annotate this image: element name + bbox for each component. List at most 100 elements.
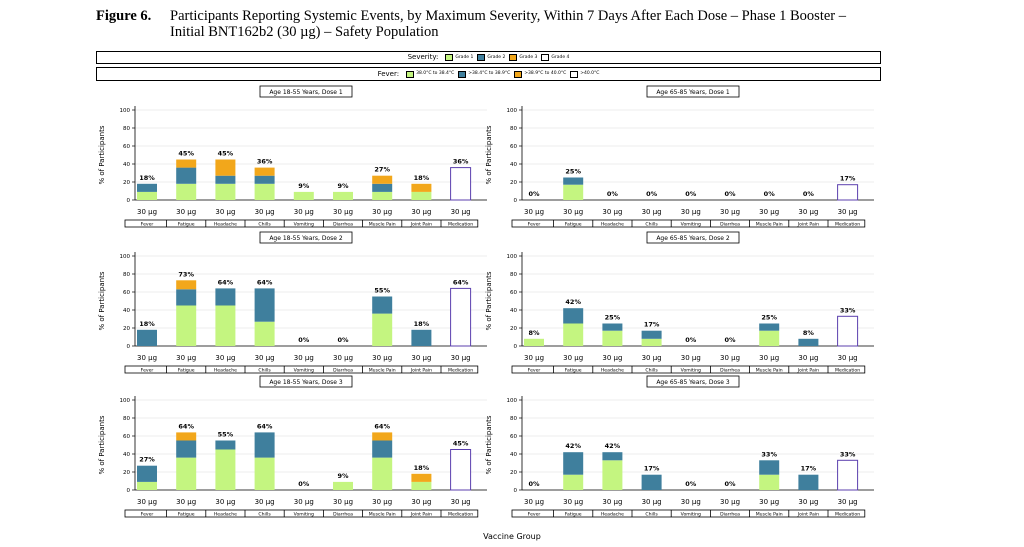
y-tick-label: 80 [123,126,130,132]
category-label: Fever [528,368,541,374]
data-label: 0% [803,190,815,198]
fever-legend-title: Fever: [377,70,400,78]
bar-grade1 [372,457,393,490]
bar-grade2 [641,474,662,490]
bar-medication [837,315,859,347]
data-label: 42% [605,442,621,450]
data-label: 55% [218,431,234,439]
x-group-label: 30 µg [602,208,622,216]
y-tick-label: 0 [127,344,131,350]
bar-grade2 [215,440,236,450]
bar-grade1 [137,481,157,490]
x-group-label: 30 µg [255,354,275,362]
category-label: Vomiting [681,512,701,518]
x-group-label: 30 µg [642,498,662,506]
data-label: 0% [528,190,540,198]
data-label: 0% [724,190,736,198]
bar-grade2 [759,460,780,475]
bar-grade1 [563,184,584,200]
panel-title-box [646,375,740,388]
bar-grade1 [411,481,432,490]
panel-title: Age 65-85 Years, Dose 1 [656,89,730,96]
category-label: Headache [601,512,624,518]
x-group-label: 30 µg [563,498,583,506]
data-label: 45% [218,150,234,158]
legend-label: 38.0°C to 38.4°C [416,71,455,76]
data-label: 42% [565,298,581,306]
panel-title: Age 18-55 Years, Dose 2 [269,235,343,242]
x-group-label: 30 µg [720,208,740,216]
legend-item-grade2: Grade 2 [477,52,505,63]
y-tick-label: 100 [507,398,518,404]
y-axis-title: % of Participants [98,415,106,474]
x-group-label: 30 µg [451,354,471,362]
x-group-label: 30 µg [333,354,353,362]
data-label: 0% [764,190,776,198]
x-group-label: 30 µg [720,498,740,506]
y-tick-label: 40 [123,308,130,314]
category-label: Fever [528,512,541,518]
bar-grade1 [176,457,197,490]
category-label: Chills [258,512,271,518]
y-tick-label: 80 [123,416,130,422]
bar-grade1 [759,330,780,346]
y-tick-label: 100 [120,108,131,114]
legend-swatch [514,70,523,78]
data-label: 55% [374,287,390,295]
legend-label: >38.4°C to 38.9°C [468,71,511,76]
bar-grade2 [254,175,275,184]
category-label: Muscle Pain [369,368,396,374]
bar-grade2 [372,296,393,314]
x-group-label: 30 µg [137,498,157,506]
x-group-label: 30 µg [838,354,858,362]
x-group-label: 30 µg [563,208,583,216]
legend-swatch [406,70,415,78]
category-label: Chills [645,368,658,374]
panel-title: Age 18-55 Years, Dose 3 [269,379,343,386]
category-label: Joint Pain [410,512,432,518]
category-label: Muscle Pain [756,368,783,374]
x-group-label: 30 µg [411,498,431,506]
y-tick-label: 20 [123,470,130,476]
data-label: 0% [298,480,310,488]
category-strip [511,365,866,374]
bar-grade2 [641,330,662,339]
x-group-label: 30 µg [838,498,858,506]
x-group-label: 30 µg [176,354,196,362]
legend-item-fever1: 38.0°C to 38.4°C [406,68,454,80]
bar-grade2 [372,440,393,458]
data-label: 45% [178,150,194,158]
x-group-label: 30 µg [681,354,701,362]
x-group-label: 30 µg [372,498,392,506]
category-label: Medication [448,222,473,228]
category-label: Headache [214,222,237,228]
data-label: 0% [724,480,736,488]
bar-grade2 [176,167,197,184]
bar-grade1 [215,449,236,490]
category-label: Diarrhea [720,368,740,374]
bar-grade3 [372,175,393,184]
data-label: 64% [374,422,390,430]
y-tick-label: 0 [514,198,518,204]
bar-grade3 [254,167,275,176]
panel-title-box [646,231,740,244]
y-tick-label: 0 [514,344,518,350]
data-label: 25% [605,314,621,322]
bar-grade2 [372,183,393,192]
x-group-label: 30 µg [176,208,196,216]
legend-swatch [477,54,486,61]
data-label: 0% [298,336,310,344]
category-strip [511,509,866,518]
panel-title-box [259,231,353,244]
legend-swatch [445,54,454,61]
y-axis-title: % of Participants [485,125,493,184]
x-group-label: 30 µg [176,498,196,506]
x-group-label: 30 µg [759,208,779,216]
severity-legend-title: Severity: [407,53,439,61]
bar-grade1 [602,460,623,490]
y-tick-label: 20 [510,180,517,186]
x-group-label: 30 µg [602,498,622,506]
category-label: Fever [528,222,541,228]
y-tick-label: 40 [123,452,130,458]
